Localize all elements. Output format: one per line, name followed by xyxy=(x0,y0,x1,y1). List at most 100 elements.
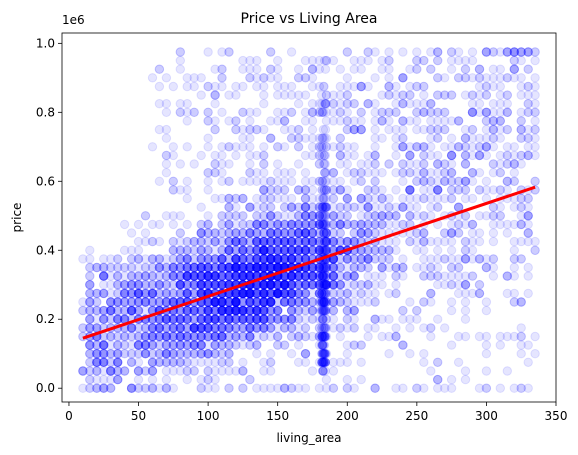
scatter-point xyxy=(279,280,290,290)
scatter-point xyxy=(217,280,227,290)
scatter-point xyxy=(231,262,241,273)
scatter-point xyxy=(140,297,151,307)
scatter-point xyxy=(266,236,276,247)
scatter-point xyxy=(217,280,227,290)
scatter-point xyxy=(509,254,519,264)
scatter-point xyxy=(266,280,276,290)
scatter-point xyxy=(516,323,526,333)
scatter-point xyxy=(502,366,512,376)
scatter-point xyxy=(467,47,478,57)
scatter-point xyxy=(203,245,213,256)
scatter-point xyxy=(210,280,220,290)
scatter-point xyxy=(495,168,505,178)
scatter-point xyxy=(307,211,318,221)
scatter-point xyxy=(273,280,283,290)
scatter-point xyxy=(460,314,471,324)
scatter-point xyxy=(161,168,172,178)
scatter-point xyxy=(502,288,512,299)
scatter-point xyxy=(286,280,297,290)
scatter-point xyxy=(460,374,471,385)
scatter-point xyxy=(196,280,206,290)
scatter-point xyxy=(266,262,276,273)
scatter-point xyxy=(175,314,186,324)
scatter-point xyxy=(321,236,332,247)
scatter-point xyxy=(224,357,234,367)
scatter-point xyxy=(300,280,311,290)
scatter-point xyxy=(224,271,234,281)
scatter-point xyxy=(321,245,332,256)
scatter-point xyxy=(224,262,234,273)
scatter-point xyxy=(342,271,352,281)
scatter-point xyxy=(446,305,457,316)
scatter-point xyxy=(210,280,220,290)
scatter-point xyxy=(349,271,359,281)
scatter-point xyxy=(147,271,158,281)
scatter-point xyxy=(307,99,318,109)
scatter-point xyxy=(384,73,394,83)
scatter-point xyxy=(460,280,471,290)
scatter-point xyxy=(318,340,328,350)
scatter-point xyxy=(175,331,186,342)
scatter-point xyxy=(245,314,255,324)
scatter-point xyxy=(154,331,165,342)
scatter-point xyxy=(279,254,290,264)
scatter-point xyxy=(266,323,276,333)
scatter-point xyxy=(318,219,328,230)
scatter-point xyxy=(175,288,186,299)
scatter-point xyxy=(217,254,227,264)
scatter-point xyxy=(161,357,172,367)
scatter-point xyxy=(446,116,457,126)
scatter-point xyxy=(273,254,283,264)
scatter-point xyxy=(196,340,206,350)
scatter-point xyxy=(259,366,269,376)
scatter-point xyxy=(210,228,220,238)
scatter-point xyxy=(317,185,327,195)
scatter-point xyxy=(196,305,206,316)
scatter-point xyxy=(266,228,276,238)
scatter-point xyxy=(412,305,422,316)
scatter-point xyxy=(293,245,304,256)
scatter-point xyxy=(342,297,352,307)
scatter-point xyxy=(147,288,158,299)
scatter-point xyxy=(377,168,387,178)
scatter-point xyxy=(349,271,359,281)
scatter-point xyxy=(342,211,352,221)
scatter-point xyxy=(266,245,276,256)
scatter-point xyxy=(523,99,533,109)
scatter-point xyxy=(293,254,304,264)
scatter-point xyxy=(203,331,213,342)
scatter-point xyxy=(286,280,297,290)
scatter-point xyxy=(203,349,213,359)
scatter-point xyxy=(391,331,401,342)
scatter-point xyxy=(113,374,123,385)
scatter-point xyxy=(356,107,366,118)
scatter-point xyxy=(266,236,276,247)
scatter-point xyxy=(238,64,248,74)
scatter-point xyxy=(266,245,276,256)
scatter-point xyxy=(319,280,330,290)
scatter-point xyxy=(252,262,262,273)
scatter-point xyxy=(426,107,436,118)
scatter-point xyxy=(182,176,192,187)
scatter-point xyxy=(210,280,220,290)
scatter-point xyxy=(259,280,269,290)
scatter-point xyxy=(238,176,248,187)
scatter-point xyxy=(273,314,283,324)
scatter-point xyxy=(210,90,220,100)
scatter-point xyxy=(217,297,227,307)
scatter-point xyxy=(196,323,206,333)
scatter-point xyxy=(317,262,327,273)
scatter-point xyxy=(266,297,276,307)
scatter-point xyxy=(252,219,262,230)
scatter-point xyxy=(300,211,311,221)
scatter-point xyxy=(433,202,443,212)
scatter-point xyxy=(530,73,540,83)
scatter-point xyxy=(259,357,269,367)
scatter-point xyxy=(203,262,213,273)
scatter-point xyxy=(293,271,304,281)
scatter-point xyxy=(321,262,332,273)
scatter-point xyxy=(481,366,492,376)
scatter-point xyxy=(217,305,227,316)
scatter-point xyxy=(154,349,165,359)
scatter-point xyxy=(175,349,186,359)
